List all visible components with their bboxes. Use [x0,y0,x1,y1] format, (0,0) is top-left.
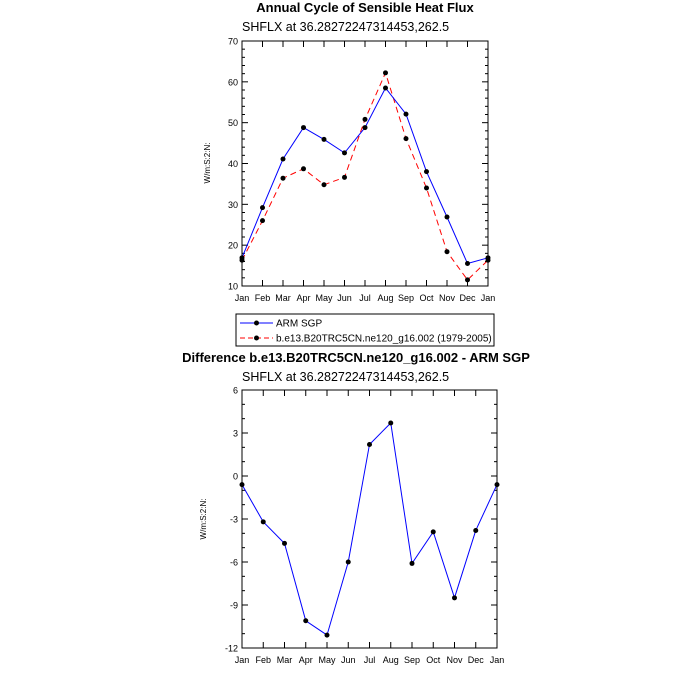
y-tick-label: -3 [230,515,238,525]
x-tick-label: Aug [377,293,393,303]
y-tick-label: 50 [228,118,238,128]
y-tick-label: 0 [233,472,238,482]
series-0-point [342,150,347,156]
annual-cycle-chart: Annual Cycle of Sensible Heat Flux SHFLX… [203,0,496,347]
series-0-point [444,214,450,220]
y-tick-label: 30 [228,200,238,210]
legend-label-model: b.e13.B20TRC5CN.ne120_g16.002 (1979-2005… [276,334,492,345]
x-tick-label: Apr [299,655,313,665]
x-tick-label: Dec [468,655,485,665]
x-tick-label: Nov [446,655,463,665]
y-tick-label: -9 [230,601,238,611]
x-tick-label: Jan [490,655,505,665]
series-0-point [282,540,287,546]
y-tick-label: -12 [225,644,238,654]
series-0-point [388,420,394,426]
x-tick-label: May [318,655,336,665]
series-1-point [342,174,347,180]
series-0-point [424,169,429,175]
series-0-point [260,205,265,211]
x-tick-label: Oct [419,293,434,303]
x-tick-label: Mar [275,293,291,303]
series-1-point [383,70,388,76]
x-tick-label: Aug [383,655,399,665]
y-tick-label: 70 [228,37,238,47]
plot-frame [241,40,489,287]
series-1-point [362,116,368,122]
series-0-point [383,85,388,91]
y-tick-label: 10 [228,282,238,292]
series-1-point [403,136,409,142]
x-tick-label: Apr [296,293,310,303]
x-tick-label: Oct [426,655,441,665]
series-line-1 [241,71,489,281]
series-0-point [260,519,266,525]
series-0-point [473,527,479,533]
series-0-point [280,156,286,162]
series-0-point [465,261,470,267]
series-0-point [324,632,330,638]
y-tick-label: 40 [228,159,238,169]
x-tick-label: May [315,293,333,303]
series-line-0 [241,87,489,265]
plot-frame [241,389,498,649]
series-0-point [367,441,372,447]
series-line-0 [241,421,498,636]
x-tick-label: Jul [359,293,371,303]
legend-box [235,313,495,347]
y-tick-label: 6 [233,386,238,396]
legend-label-arm-sgp: ARM SGP [276,319,322,330]
difference-chart: Difference b.e13.B20TRC5CN.ne120_g16.002… [182,350,530,665]
legend: ARM SGP b.e13.B20TRC5CN.ne120_g16.002 (1… [235,313,495,347]
x-tick-label: Jan [481,293,496,303]
series-0-point [303,618,309,624]
y-axis-label: W/m:S:2:N: [203,143,212,184]
x-tick-label: Jan [235,293,250,303]
series-0-point [430,529,436,535]
series-0-point [239,482,245,488]
series-0-point [239,255,245,261]
difference-chart-subtitle: SHFLX at 36.28272247314453,262.5 [242,370,449,384]
y-tick-label: 3 [233,429,238,439]
series-0-point [345,559,351,565]
chart-title: Annual Cycle of Sensible Heat Flux [256,0,474,15]
difference-y-axis-label: W/m:S:2:N: [199,499,208,540]
legend-entry-model: b.e13.B20TRC5CN.ne120_g16.002 (1979-2005… [240,334,492,345]
y-tick-label: -6 [230,558,238,568]
series-0-point [403,111,409,117]
legend-marker-arm-sgp [254,320,259,326]
difference-chart-title: Difference b.e13.B20TRC5CN.ne120_g16.002… [182,350,530,365]
x-tick-label: Jul [364,655,376,665]
series-1-point [444,249,450,255]
series-1-point [465,277,470,283]
x-tick-label: Sep [404,655,420,665]
y-tick-label: 60 [228,77,238,87]
x-tick-label: Dec [459,293,476,303]
x-tick-label: Feb [255,293,271,303]
x-tick-label: Feb [255,655,271,665]
x-tick-label: Jan [235,655,250,665]
legend-marker-model [254,335,259,341]
series-1-point [260,218,265,224]
chart-subtitle: SHFLX at 36.28272247314453,262.5 [242,20,449,34]
x-tick-label: Jun [341,655,356,665]
series-0-point [301,125,306,131]
x-tick-label: Nov [439,293,456,303]
series-0-point [452,595,457,601]
series-0-point [409,560,415,566]
legend-entry-arm-sgp: ARM SGP [240,319,322,330]
series-0-point [494,482,500,488]
series-1-point [301,166,306,172]
series-1-point [280,175,286,181]
series-0-point [485,255,491,261]
series-1-point [424,185,429,191]
series-1-point [321,182,327,188]
series-0-point [321,136,327,142]
x-tick-label: Sep [398,293,414,303]
y-tick-label: 20 [228,241,238,251]
x-tick-label: Jun [337,293,352,303]
x-tick-label: Mar [277,655,293,665]
series-0-point [362,125,368,131]
